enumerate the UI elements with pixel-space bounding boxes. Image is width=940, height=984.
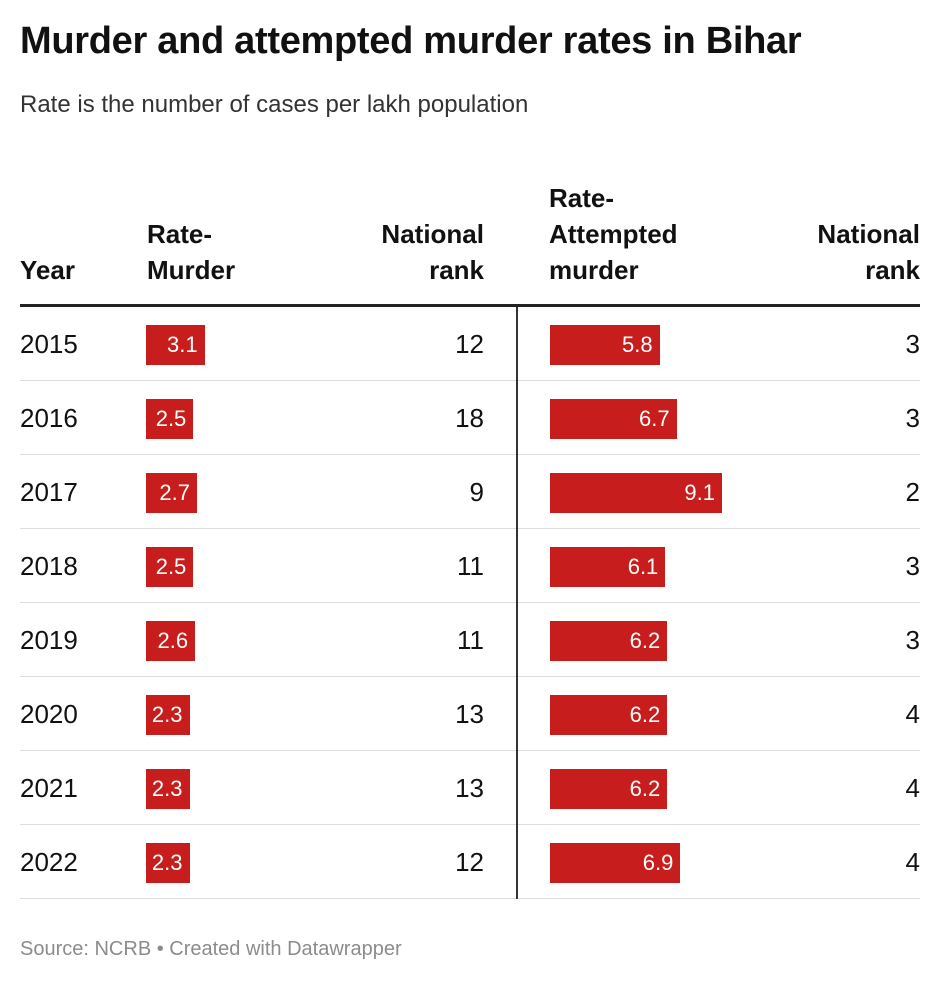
table-row: 2016 2.5 18 6.7 3: [20, 381, 920, 455]
attempt-rank-cell: 4: [905, 847, 920, 877]
attempt-rank-cell: 3: [905, 403, 920, 433]
chart-subtitle: Rate is the number of cases per lakh pop…: [20, 91, 529, 118]
year-cell: 2021: [20, 773, 78, 803]
murder-rate-value-label: 2.5: [155, 554, 187, 579]
murder-rate-bar: [146, 843, 190, 883]
row-divider: [20, 602, 920, 603]
row-divider: [20, 824, 920, 825]
murder-rate-bar: [146, 769, 190, 809]
attempt-rank-cell: 3: [905, 329, 920, 359]
attempt-rate-bar: [550, 621, 668, 661]
column-header-murder-rate: Rate- Murder: [147, 219, 236, 285]
murder-rate-value-label: 3.1: [167, 332, 198, 357]
row-divider: [20, 898, 920, 899]
year-cell: 2020: [20, 699, 78, 729]
murder-rank-cell: 13: [455, 773, 484, 803]
attempt-rank-cell: 4: [905, 773, 920, 803]
row-divider: [20, 380, 920, 381]
row-divider: [20, 528, 920, 529]
attempt-rate-value-label: 6.2: [629, 702, 661, 727]
table-row: 2022 2.3 12 6.9 4: [20, 825, 920, 899]
table-row: 2019 2.6 11 6.2 3: [20, 603, 920, 677]
murder-rate-bar: [146, 399, 194, 439]
attempt-rate-bar: [550, 843, 681, 883]
murder-rate-bar: [146, 621, 196, 661]
murder-rank-cell: 18: [455, 403, 484, 433]
murder-rate-bar: [146, 695, 190, 735]
year-cell: 2022: [20, 847, 78, 877]
attempt-rate-bar: [550, 695, 668, 735]
row-divider: [20, 676, 920, 677]
attempt-rate-bar: [550, 325, 660, 365]
murder-rate-value-label: 2.3: [151, 850, 183, 875]
murder-rank-cell: 9: [469, 477, 484, 507]
murder-rate-bar: [146, 547, 194, 587]
murder-rate-value-label: 2.3: [151, 702, 183, 727]
murder-rank-cell: 12: [455, 329, 484, 359]
attempt-rate-value-label: 9.1: [684, 480, 715, 505]
column-header-attempt-rank: National rank: [817, 219, 920, 285]
attempt-rank-cell: 2: [905, 477, 920, 507]
attempt-rate-value-label: 6.2: [629, 628, 661, 653]
attempt-rate-bar: [550, 473, 722, 513]
attempt-rate-value-label: 6.9: [642, 850, 674, 875]
murder-rate-bar: [146, 473, 197, 513]
row-divider: [20, 454, 920, 455]
murder-rank-cell: 11: [457, 625, 484, 655]
attempt-rate-bar: [550, 769, 668, 809]
header-divider: [20, 304, 920, 307]
year-cell: 2016: [20, 403, 78, 433]
row-divider: [20, 750, 920, 751]
murder-rate-value-label: 2.3: [151, 776, 183, 801]
source-footer: Source: NCRB • Created with Datawrapper: [20, 938, 402, 960]
murder-rank-cell: 12: [455, 847, 484, 877]
year-cell: 2015: [20, 329, 78, 359]
column-separator: [516, 307, 518, 899]
table-row: 2015 3.1 12 5.8 3: [20, 307, 920, 381]
year-cell: 2019: [20, 625, 78, 655]
column-header-attempt-rate: Rate- Attempted murder: [549, 183, 678, 285]
year-cell: 2017: [20, 477, 78, 507]
attempt-rank-cell: 3: [905, 625, 920, 655]
table-row: 2017 2.7 9 9.1 2: [20, 455, 920, 529]
attempt-rate-bar: [550, 399, 677, 439]
chart-title: Murder and attempted murder rates in Bih…: [20, 20, 802, 62]
attempt-rate-bar: [550, 547, 666, 587]
attempt-rate-value-label: 5.8: [622, 332, 653, 357]
murder-rate-bar: [146, 325, 205, 365]
murder-rate-value-label: 2.6: [157, 628, 189, 653]
attempt-rate-value-label: 6.7: [639, 406, 670, 431]
murder-rate-value-label: 2.7: [159, 480, 190, 505]
murder-rate-value-label: 2.5: [155, 406, 187, 431]
attempt-rank-cell: 4: [905, 699, 920, 729]
column-header-murder-rank: National rank: [381, 219, 484, 285]
murder-rank-cell: 11: [457, 551, 484, 581]
table-row: 2020 2.3 13 6.2 4: [20, 677, 920, 751]
attempt-rate-value-label: 6.1: [627, 554, 659, 579]
table-row: 2021 2.3 13 6.2 4: [20, 751, 920, 825]
murder-rank-cell: 13: [455, 699, 484, 729]
attempt-rate-value-label: 6.2: [629, 776, 661, 801]
year-cell: 2018: [20, 551, 78, 581]
column-header-year: Year: [20, 255, 75, 285]
table-row: 2018 2.5 11 6.1 3: [20, 529, 920, 603]
attempt-rank-cell: 3: [905, 551, 920, 581]
